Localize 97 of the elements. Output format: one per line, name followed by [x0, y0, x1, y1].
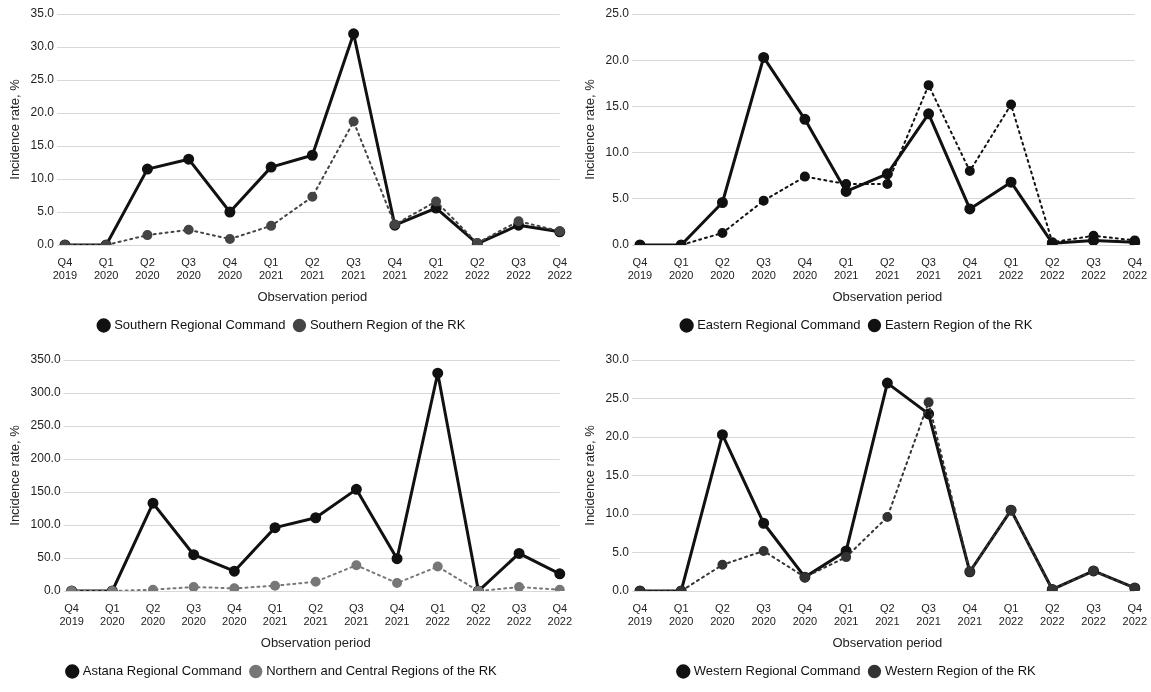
x-tick-label: Q2 2021	[875, 601, 900, 627]
x-tick-label: Q2 2022	[466, 601, 491, 627]
x-tick-label: Q2 2022	[1040, 601, 1065, 627]
x-tick-label: Q2 2020	[135, 255, 160, 281]
x-tick-label: Q2 2020	[710, 255, 735, 281]
x-tick-label: Q3 2020	[176, 255, 201, 281]
y-tick-label: 20.0	[30, 105, 55, 120]
y-axis-title: Incidence rate, %	[582, 78, 598, 180]
x-tick-label: Q4 2019	[59, 601, 84, 627]
legend-label: Southern Regional Command	[114, 317, 286, 333]
x-tick-label: Q3 2022	[506, 601, 532, 627]
x-tick-label: Q1 2020	[93, 255, 119, 281]
x-tick-label: Q4 2019	[627, 601, 653, 627]
x-tick-label: Q1 2021	[262, 601, 288, 627]
y-tick-label: 150.0	[30, 484, 61, 499]
x-tick-label: Q3 2021	[341, 255, 366, 281]
x-tick-label: Q1 2022	[423, 255, 449, 281]
x-tick-label: Q1 2022	[998, 255, 1024, 281]
x-tick-label: Q4 2022	[547, 255, 573, 281]
x-tick-label: Q4 2021	[384, 601, 410, 627]
x-tick-label: Q1 2022	[998, 601, 1024, 627]
x-axis-title: Observation period	[832, 288, 943, 304]
x-tick-label: Q1 2021	[833, 255, 859, 281]
x-tick-label: Q3 2020	[181, 601, 206, 627]
y-tick-label: 5.0	[37, 204, 55, 219]
y-tick-label: 5.0	[612, 544, 630, 559]
x-tick-label: Q3 2022	[1081, 255, 1106, 281]
x-tick-label: Q1 2021	[833, 601, 859, 627]
y-tick-label: 25.0	[605, 390, 630, 405]
y-tick-label: 250.0	[30, 418, 61, 433]
y-tick-label: 300.0	[30, 385, 61, 400]
y-tick-label: 15.0	[30, 138, 55, 153]
x-tick-label: Q3 2021	[916, 601, 941, 627]
y-tick-label: 0.0	[612, 237, 630, 252]
y-axis-title: Incidence rate, %	[7, 78, 23, 180]
y-tick-label: 15.0	[605, 467, 630, 482]
y-tick-label: 0.0	[612, 583, 630, 598]
y-tick-label: 30.0	[605, 352, 630, 367]
x-tick-label: Q3 2020	[751, 255, 776, 281]
x-tick-label: Q1 2021	[258, 255, 284, 281]
y-tick-label: 350.0	[30, 352, 61, 367]
legend-label: Western Region of the RK	[884, 663, 1037, 679]
x-tick-label: Q4 2021	[382, 255, 408, 281]
x-tick-label: Q2 2022	[1040, 255, 1065, 281]
x-tick-label: Q1 2022	[425, 601, 450, 627]
x-tick-label: Q3 2022	[506, 255, 531, 281]
x-tick-label: Q4 2020	[792, 255, 818, 281]
x-tick-label: Q2 2021	[875, 255, 900, 281]
x-tick-label: Q4 2022	[1122, 601, 1148, 627]
y-tick-label: 10.0	[605, 506, 630, 521]
x-axis-title: Observation period	[832, 634, 943, 650]
legend-label: Astana Regional Command	[82, 663, 242, 679]
x-tick-label: Q2 2020	[140, 601, 166, 627]
y-tick-label: 35.0	[30, 6, 55, 21]
legend-label: Western Regional Command	[693, 663, 861, 679]
y-tick-label: 10.0	[30, 171, 55, 186]
x-tick-label: Q4 2020	[222, 601, 247, 627]
y-tick-label: 200.0	[30, 451, 61, 466]
x-tick-label: Q4 2022	[1122, 255, 1148, 281]
x-tick-label: Q3 2021	[916, 255, 941, 281]
y-tick-label: 50.0	[37, 550, 61, 565]
x-tick-label: Q4 2020	[792, 601, 818, 627]
x-tick-label: Q2 2022	[465, 255, 490, 281]
legend-label: Southern Region of the RK	[309, 317, 466, 333]
x-tick-label: Q4 2021	[957, 255, 983, 281]
y-tick-label: 15.0	[605, 98, 630, 113]
y-tick-label: 25.0	[30, 72, 55, 87]
x-tick-label: Q3 2022	[1081, 601, 1106, 627]
y-tick-label: 0.0	[37, 237, 55, 252]
legend-label: Eastern Regional Command	[697, 317, 861, 333]
x-tick-label: Q4 2019	[627, 255, 653, 281]
y-tick-label: 20.0	[605, 52, 630, 67]
legend-label: Eastern Region of the RK	[884, 317, 1033, 333]
x-tick-label: Q2 2020	[710, 601, 735, 627]
x-tick-label: Q3 2021	[344, 601, 369, 627]
y-tick-label: 0.0	[43, 583, 61, 598]
x-tick-label: Q3 2020	[751, 601, 776, 627]
y-axis-title: Incidence rate, %	[582, 424, 598, 526]
y-tick-label: 100.0	[30, 517, 61, 532]
x-tick-label: Q4 2019	[52, 255, 78, 281]
x-tick-label: Q4 2021	[957, 601, 983, 627]
y-tick-label: 20.0	[605, 429, 630, 444]
x-tick-label: Q4 2020	[217, 255, 243, 281]
x-tick-label: Q1 2020	[668, 255, 694, 281]
y-tick-label: 10.0	[605, 144, 630, 159]
x-tick-label: Q1 2020	[100, 601, 125, 627]
x-tick-label: Q2 2021	[303, 601, 328, 627]
x-tick-label: Q1 2020	[668, 601, 694, 627]
x-axis-title: Observation period	[260, 634, 371, 650]
x-tick-label: Q2 2021	[300, 255, 325, 281]
x-axis-title: Observation period	[257, 288, 368, 304]
y-tick-label: 30.0	[30, 39, 55, 54]
legend-label: Northern and Central Regions of the RK	[266, 663, 498, 679]
y-axis-title: Incidence rate, %	[7, 424, 23, 526]
x-tick-label: Q4 2022	[547, 601, 573, 627]
y-tick-label: 5.0	[612, 191, 630, 206]
y-tick-label: 25.0	[605, 6, 630, 21]
